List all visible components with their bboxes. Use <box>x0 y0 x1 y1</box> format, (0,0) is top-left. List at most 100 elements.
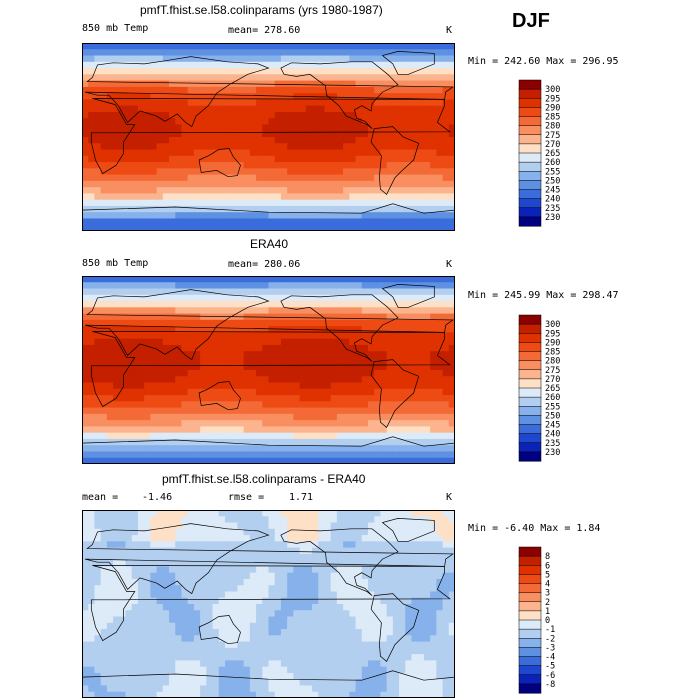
field-cell <box>355 451 363 459</box>
field-cell <box>411 149 419 157</box>
field-cell <box>287 174 294 182</box>
field-cell <box>324 629 332 636</box>
field-cell <box>100 99 108 107</box>
field-cell <box>355 344 363 352</box>
field-cell <box>94 451 102 459</box>
field-cell <box>162 622 170 630</box>
field-cell <box>162 276 170 283</box>
field-cell <box>349 578 357 586</box>
field-cell <box>94 174 102 182</box>
field-cell <box>355 282 363 290</box>
field-cell <box>175 205 183 213</box>
field-cell <box>349 597 357 605</box>
field-cell <box>231 528 239 536</box>
field-cell <box>374 547 381 555</box>
field-cell <box>125 124 133 132</box>
field-cell <box>312 388 319 396</box>
field-cell <box>436 218 444 226</box>
field-cell <box>150 438 158 446</box>
field-cell <box>318 370 326 377</box>
field-cell <box>100 445 108 453</box>
field-cell <box>218 105 226 113</box>
field-cell <box>106 547 114 555</box>
field-cell <box>94 80 102 88</box>
field-cell <box>405 547 413 555</box>
field-cell <box>392 382 400 390</box>
field-cell <box>361 578 369 586</box>
coastline <box>198 148 241 178</box>
field-cell <box>448 55 455 63</box>
field-cell <box>299 224 307 231</box>
field-cell <box>305 510 313 517</box>
field-cell <box>150 395 158 402</box>
field-cell <box>231 401 239 409</box>
field-cell <box>131 288 139 296</box>
field-cell <box>218 388 226 396</box>
field-cell <box>125 149 133 157</box>
field-cell <box>113 86 120 94</box>
field-cell <box>156 124 164 132</box>
field-cell <box>312 224 319 231</box>
field-cell <box>336 212 344 220</box>
field-cell <box>318 224 326 231</box>
colorbar-tick-label: 235 <box>545 204 560 214</box>
field-cell <box>88 111 96 119</box>
field-cell <box>237 591 245 599</box>
field-cell <box>156 218 164 226</box>
field-cell <box>411 616 419 624</box>
field-cell <box>293 155 301 163</box>
field-cell <box>144 566 151 574</box>
field-cell <box>106 162 114 169</box>
field-cell <box>436 313 444 321</box>
field-cell <box>218 395 226 402</box>
field-cell <box>125 370 133 377</box>
field-cell <box>380 370 388 377</box>
field-cell <box>162 68 170 75</box>
field-cell <box>243 105 251 113</box>
field-cell <box>119 155 127 163</box>
field-cell <box>386 294 394 302</box>
field-cell <box>243 301 251 308</box>
field-cell <box>448 413 455 421</box>
field-cell <box>392 338 400 346</box>
field-cell <box>187 457 195 464</box>
panel1-mean-label: mean= 278.60 <box>228 25 301 36</box>
field-cell <box>200 74 207 82</box>
field-cell <box>367 516 375 524</box>
field-cell <box>436 351 444 359</box>
field-cell <box>274 307 282 315</box>
field-cell <box>175 572 183 580</box>
field-cells <box>82 43 455 231</box>
field-cell <box>94 224 102 231</box>
field-cell <box>206 212 214 220</box>
field-cell <box>386 99 394 107</box>
field-cell <box>405 407 413 415</box>
field-cell <box>224 516 232 524</box>
field-cell <box>423 118 431 126</box>
field-cell <box>274 149 282 157</box>
field-cell <box>318 363 326 371</box>
field-cell <box>187 376 195 384</box>
field-cell <box>150 445 158 453</box>
field-cell <box>82 74 89 82</box>
field-cell <box>448 553 455 561</box>
field-cell <box>249 597 257 605</box>
field-cell <box>106 61 114 69</box>
field-cell <box>106 616 114 624</box>
field-cell <box>442 43 450 50</box>
field-cell <box>82 55 89 63</box>
field-cell <box>268 338 276 346</box>
field-cell <box>367 193 375 201</box>
field-cell <box>324 395 332 402</box>
field-cell <box>231 591 239 599</box>
field-cell <box>200 610 207 618</box>
field-cell <box>106 376 114 384</box>
field-cell <box>430 187 437 194</box>
field-cell <box>125 155 133 163</box>
field-cell <box>430 99 437 107</box>
field-cell <box>367 597 375 605</box>
field-cell <box>293 566 301 574</box>
field-cell <box>113 635 120 643</box>
field-cell <box>218 155 226 163</box>
field-cell <box>330 344 338 352</box>
